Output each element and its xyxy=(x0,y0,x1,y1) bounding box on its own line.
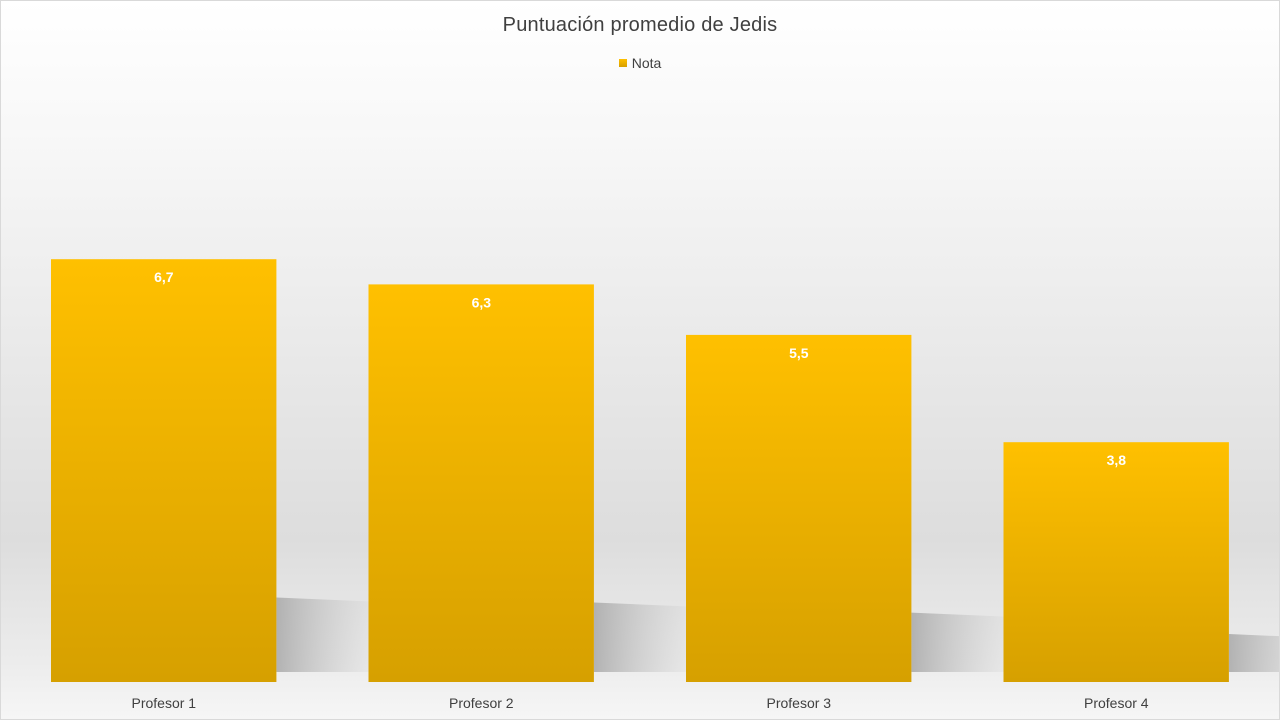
bar-shadow xyxy=(911,612,1007,672)
bar-2 xyxy=(368,284,594,682)
chart-title: Puntuación promedio de Jedis xyxy=(502,14,778,36)
bar-shadow xyxy=(593,602,689,672)
data-label-1: 6,7 xyxy=(154,269,174,285)
bar-3 xyxy=(686,334,912,682)
x-tick-label-2: Profesor 2 xyxy=(449,695,514,711)
legend: Nota xyxy=(1,55,1279,71)
x-tick-label-4: Profesor 4 xyxy=(1084,695,1149,711)
bar-4 xyxy=(1003,442,1229,682)
bar-shadow xyxy=(276,597,372,672)
legend-label-nota: Nota xyxy=(631,55,662,71)
bar-shadow xyxy=(1228,634,1279,672)
data-label-3: 5,5 xyxy=(789,345,809,361)
data-label-4: 3,8 xyxy=(1107,452,1127,468)
x-tick-label-1: Profesor 1 xyxy=(132,695,197,711)
bar-1 xyxy=(51,259,277,682)
legend-swatch-nota xyxy=(618,59,627,67)
data-label-2: 6,3 xyxy=(472,294,492,310)
x-tick-label-3: Profesor 3 xyxy=(767,695,832,711)
